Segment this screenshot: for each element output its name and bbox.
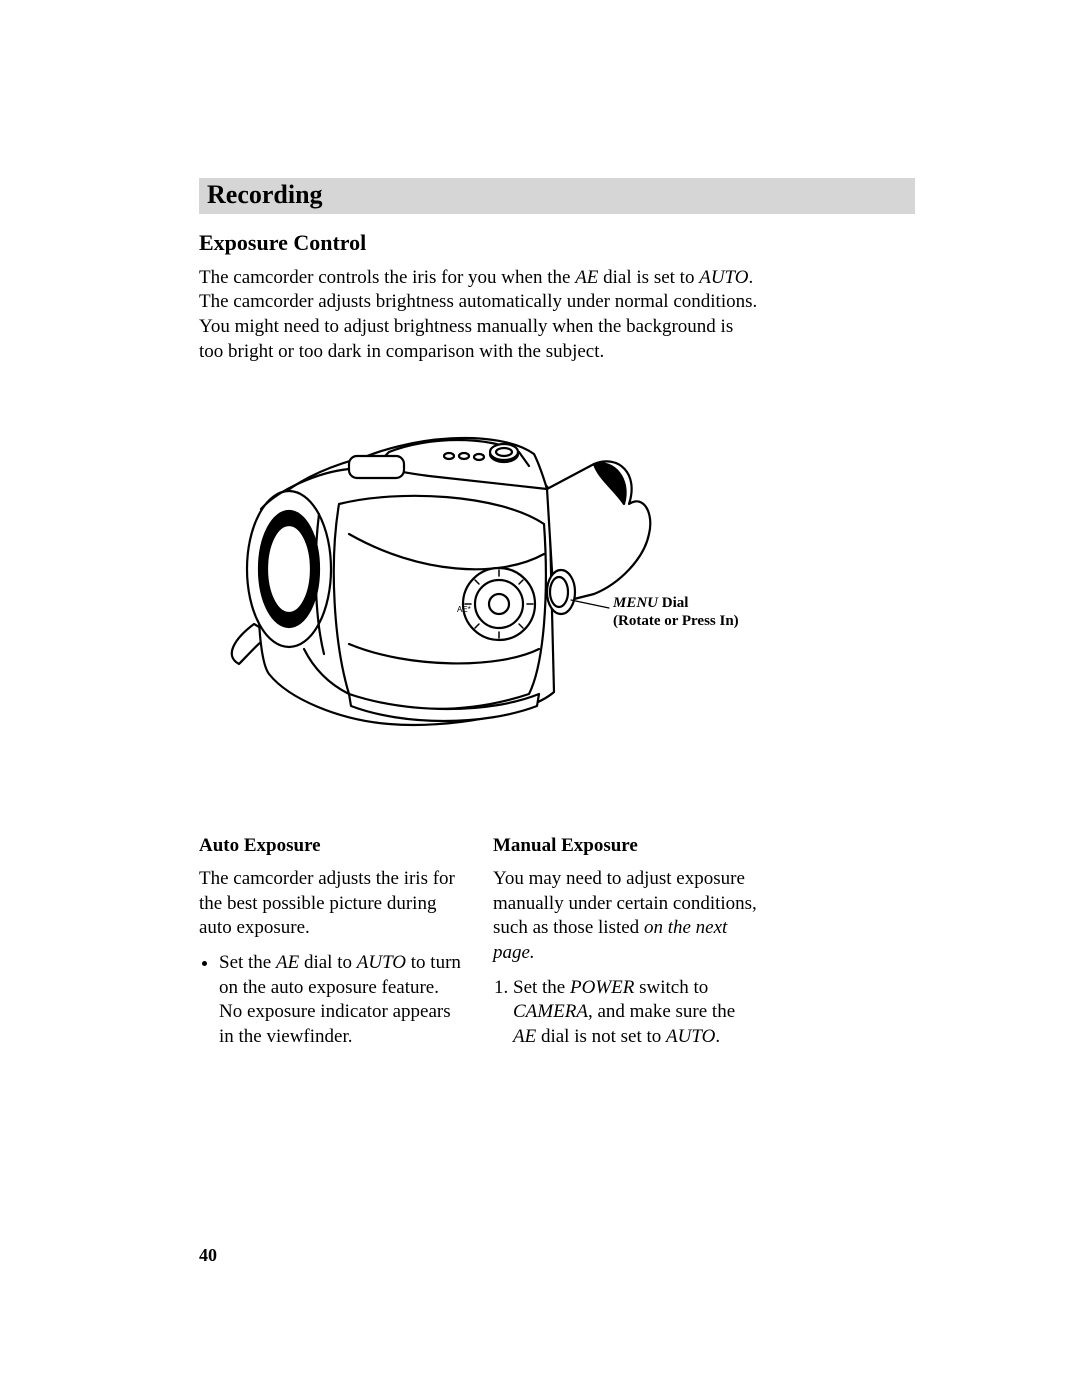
svg-text:AE*: AE* [457,605,471,614]
page-number: 40 [199,1245,217,1266]
numbers-manual-exposure: Set the POWER switch to CAMERA, and make… [493,976,759,1050]
intro-paragraph: The camcorder controls the iris for you … [199,266,759,365]
menu-dial-label-rest: Dial [658,595,688,611]
heading-auto-exposure: Auto Exposure [199,834,465,859]
manual-page: Recording Exposure Control The camcorder… [0,0,1080,1397]
camcorder-illustration: AE* [199,394,759,774]
bullets-auto-exposure: Set the AE dial to AUTO to turn on the a… [199,951,465,1050]
number-manual-exposure-1: Set the POWER switch to CAMERA, and make… [513,976,759,1050]
section-header: Recording [199,178,915,214]
subheading-exposure-control: Exposure Control [199,230,915,256]
two-column-section: Auto Exposure The camcorder adjusts the … [199,834,759,1056]
heading-manual-exposure: Manual Exposure [493,834,759,859]
menu-dial-label-line2: (Rotate or Press In) [613,613,739,629]
para-manual-exposure: You may need to adjust exposure manually… [493,867,759,966]
menu-dial-label: MENU Dial (Rotate or Press In) [613,594,739,630]
column-auto-exposure: Auto Exposure The camcorder adjusts the … [199,834,465,1056]
column-manual-exposure: Manual Exposure You may need to adjust e… [493,834,759,1056]
bullet-auto-exposure-1: Set the AE dial to AUTO to turn on the a… [219,951,465,1050]
para-auto-exposure: The camcorder adjusts the iris for the b… [199,867,465,941]
menu-dial-label-ital: MENU [613,595,658,611]
camcorder-figure: AE* MENU Dial (Rotate or Press In) [199,394,759,774]
